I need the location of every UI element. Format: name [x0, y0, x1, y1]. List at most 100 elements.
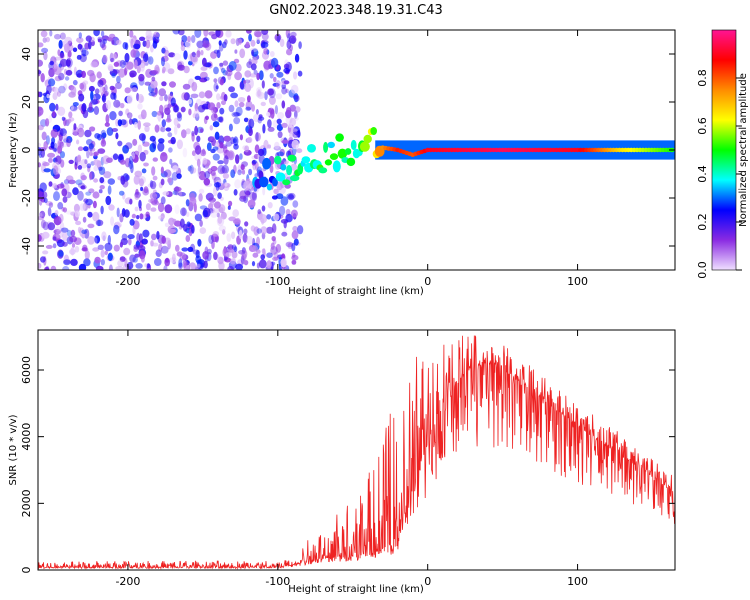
- noise-blob: [73, 123, 77, 131]
- noise-blob: [271, 195, 278, 200]
- noise-blob: [281, 231, 288, 237]
- noise-blob: [251, 191, 257, 202]
- noise-blob: [42, 250, 49, 255]
- noise-blob: [139, 213, 144, 220]
- noise-blob: [260, 226, 268, 235]
- noise-blob: [141, 238, 148, 245]
- noise-blob: [223, 135, 231, 142]
- noise-blob: [269, 164, 274, 174]
- noise-blob: [168, 217, 175, 226]
- noise-blob: [128, 237, 132, 246]
- noise-blob: [154, 124, 160, 133]
- noise-blob: [38, 262, 42, 269]
- noise-blob: [170, 97, 176, 107]
- noise-blob: [205, 115, 209, 121]
- noise-blob: [261, 41, 269, 49]
- noise-blob: [79, 203, 86, 212]
- noise-blob: [204, 90, 213, 99]
- noise-blob: [172, 190, 178, 196]
- noise-blob: [261, 30, 269, 35]
- noise-blob: [40, 219, 46, 229]
- noise-blob: [244, 83, 252, 92]
- noise-blob: [231, 111, 240, 118]
- noise-blob: [187, 246, 194, 252]
- noise-blob: [89, 126, 96, 132]
- noise-blob: [233, 189, 238, 196]
- signal-blob: [350, 139, 357, 151]
- signal-blob: [272, 177, 278, 187]
- noise-blob: [94, 88, 100, 95]
- noise-blob: [287, 33, 291, 42]
- noise-blob: [124, 258, 128, 268]
- noise-blob: [200, 49, 204, 56]
- noise-blob: [198, 170, 206, 181]
- noise-blob: [164, 49, 170, 57]
- noise-blob: [56, 183, 65, 189]
- noise-blob: [68, 159, 74, 164]
- noise-blob: [157, 202, 165, 213]
- noise-blob: [272, 256, 279, 261]
- noise-blob: [131, 213, 137, 219]
- noise-blob: [212, 146, 219, 151]
- noise-blob: [150, 180, 157, 190]
- noise-blob: [113, 69, 120, 74]
- noise-blob: [138, 199, 142, 209]
- noise-blob: [210, 113, 218, 122]
- noise-blob: [219, 78, 224, 86]
- snr-x-tick-label: 0: [424, 575, 431, 588]
- noise-blob: [164, 222, 170, 228]
- noise-blob: [134, 206, 139, 212]
- noise-blob: [81, 229, 88, 235]
- noise-blob: [54, 33, 61, 40]
- noise-blob: [208, 197, 217, 203]
- noise-blob: [76, 139, 80, 145]
- noise-blob: [98, 189, 103, 194]
- noise-blob: [59, 32, 66, 40]
- noise-blob: [120, 159, 126, 165]
- noise-blob: [148, 91, 156, 97]
- noise-blob: [52, 147, 57, 152]
- colorbar-tick-label: 0.8: [696, 69, 709, 87]
- noise-blob: [52, 110, 56, 117]
- noise-blob: [88, 40, 92, 50]
- noise-blob: [77, 154, 82, 162]
- noise-blob: [202, 251, 209, 260]
- noise-blob: [48, 78, 56, 87]
- noise-blob: [77, 43, 83, 50]
- noise-blob: [219, 167, 228, 174]
- noise-blob: [52, 183, 58, 189]
- noise-blob: [155, 249, 162, 257]
- noise-blob: [108, 264, 113, 270]
- noise-blob: [38, 106, 44, 116]
- noise-blob: [196, 50, 201, 58]
- noise-blob: [250, 47, 258, 53]
- noise-blob: [251, 57, 258, 65]
- noise-blob: [242, 233, 248, 243]
- noise-blob: [234, 217, 241, 226]
- noise-blob: [94, 133, 101, 139]
- noise-blob: [39, 212, 43, 219]
- noise-blob: [72, 187, 79, 196]
- noise-blob: [94, 235, 101, 244]
- noise-blob: [89, 150, 93, 157]
- noise-blob: [183, 50, 188, 60]
- noise-blob: [133, 43, 141, 50]
- noise-blob: [80, 175, 87, 181]
- noise-blob: [41, 47, 49, 54]
- noise-blob: [234, 100, 239, 108]
- noise-blob: [93, 165, 99, 172]
- noise-blob: [99, 177, 105, 184]
- signal-blob: [262, 157, 272, 170]
- noise-blob: [293, 238, 299, 246]
- noise-blob: [48, 181, 53, 187]
- noise-blob: [66, 58, 71, 67]
- noise-blob: [53, 229, 61, 235]
- noise-blob: [99, 85, 104, 94]
- noise-blob: [48, 115, 52, 123]
- noise-blob: [63, 133, 68, 142]
- noise-blob: [105, 114, 110, 124]
- noise-blob: [198, 188, 205, 194]
- noise-blob: [38, 142, 42, 148]
- noise-blob: [81, 184, 87, 190]
